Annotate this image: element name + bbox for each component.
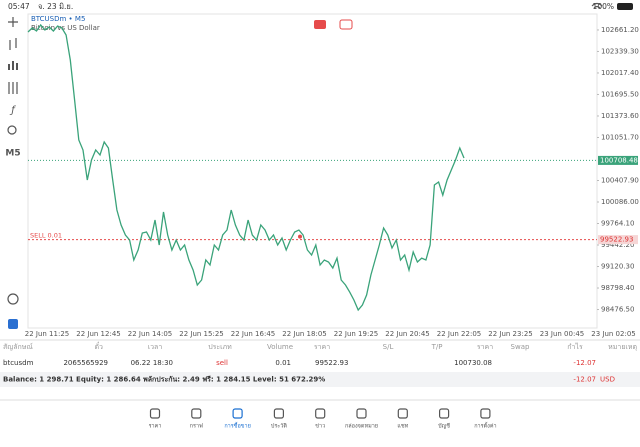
nav-label[interactable]: แชท xyxy=(397,423,408,430)
trade-tool[interactable] xyxy=(8,319,18,329)
nav-label[interactable]: ข่าว xyxy=(315,424,325,430)
status-date: จ. 23 มิ.ย. xyxy=(38,2,73,11)
sell-button[interactable] xyxy=(314,20,326,29)
zoom-tool[interactable] xyxy=(7,293,19,305)
table-header: เวลา xyxy=(148,343,163,351)
bars-tool[interactable] xyxy=(12,61,14,70)
timeframe-button[interactable]: M5 xyxy=(5,149,20,159)
x-tick-label: 22 Jun 23:25 xyxy=(488,330,532,338)
y-tick-label: 99764.10 xyxy=(601,220,634,228)
functions-tool[interactable]: ƒ xyxy=(9,105,16,116)
chart-symbol: BTCUSDm • M5 xyxy=(31,15,85,23)
indicators-tool[interactable] xyxy=(8,82,18,94)
table-cell[interactable]: 99522.93 xyxy=(315,359,348,367)
table-cell[interactable]: 06.22 18:30 xyxy=(131,359,173,367)
bars-tool[interactable] xyxy=(8,64,10,70)
y-tick-label: 102661.20 xyxy=(601,26,639,34)
y-tick-label: 102339.30 xyxy=(601,47,639,55)
y-tick-label: 100407.90 xyxy=(601,176,639,184)
table-cell[interactable]: 2065565929 xyxy=(63,359,108,367)
x-tick-label: 22 Jun 11:25 xyxy=(25,330,69,338)
sell-line-label: SELL 0.01 xyxy=(30,232,62,240)
trade-entry-marker xyxy=(298,234,302,239)
left-toolbar[interactable]: ƒ M5 xyxy=(5,17,21,329)
nav-icon[interactable] xyxy=(439,408,450,419)
x-tick-label: 22 Jun 18:05 xyxy=(282,330,326,338)
table-cell[interactable]: -12.07 xyxy=(573,359,596,367)
nav-label[interactable]: ประวัติ xyxy=(271,423,287,430)
chart-type-tool[interactable] xyxy=(9,38,17,50)
table-cell[interactable]: btcusdm xyxy=(3,359,34,367)
wifi-icon xyxy=(591,2,603,9)
current-price-label: 100708.48 xyxy=(600,156,638,164)
table-cell[interactable]: 0.01 xyxy=(275,359,291,367)
objects-tool[interactable] xyxy=(7,125,17,135)
status-time: 05:47 xyxy=(8,2,30,11)
x-tick-label: 22 Jun 22:05 xyxy=(437,330,481,338)
balance-bar xyxy=(0,372,640,387)
balance-currency: USD xyxy=(600,376,615,384)
x-tick-label: 23 Jun 00:45 xyxy=(540,330,584,338)
nav-icon[interactable] xyxy=(232,408,243,419)
nav-label[interactable]: กราฟ xyxy=(190,423,203,430)
crosshair-tool[interactable] xyxy=(8,17,18,27)
table-header: Volume xyxy=(267,343,293,351)
nav-icon[interactable] xyxy=(397,408,408,419)
nav-icon[interactable] xyxy=(315,408,326,419)
buy-button[interactable] xyxy=(339,19,353,30)
table-header: ตั๋ว xyxy=(95,342,104,351)
table-header: Swap xyxy=(511,343,530,351)
x-tick-label: 22 Jun 14:05 xyxy=(128,330,172,338)
y-tick-label: 99442.20 xyxy=(601,241,634,249)
x-tick-label: 22 Jun 12:45 xyxy=(76,330,120,338)
sell-price-box xyxy=(598,235,638,245)
chart-description: Bitcoin vs US Dollar xyxy=(31,24,100,32)
nav-label[interactable]: การซื้อขาย xyxy=(224,422,250,430)
bars-tool[interactable] xyxy=(16,63,18,70)
x-tick-label: 22 Jun 16:45 xyxy=(231,330,275,338)
x-tick-label: 22 Jun 19:25 xyxy=(334,330,378,338)
table-header: กำไร xyxy=(567,342,583,351)
y-tick-label: 101051.70 xyxy=(601,133,639,141)
current-price-box xyxy=(598,155,638,165)
table-header: S/L xyxy=(383,343,394,351)
nav-icon[interactable] xyxy=(149,408,161,419)
sell-price-label: 99522.93 xyxy=(600,236,633,244)
table-cell[interactable]: 100730.08 xyxy=(454,359,492,367)
nav-icon[interactable] xyxy=(273,408,284,419)
table-header: ราคา xyxy=(477,343,493,351)
table-header: สัญลักษณ์ xyxy=(3,343,33,351)
x-tick-label: 23 Jun 02:05 xyxy=(591,330,635,338)
nav-icon[interactable] xyxy=(191,408,202,419)
nav-label[interactable]: ราคา xyxy=(149,424,162,430)
nav-label[interactable]: บัญชี xyxy=(438,423,450,430)
y-tick-label: 102017.40 xyxy=(601,69,639,77)
y-tick-label: 101373.60 xyxy=(601,112,639,120)
y-tick-label: 100086.00 xyxy=(601,198,639,206)
x-tick-label: 22 Jun 15:25 xyxy=(179,330,223,338)
table-header: T/P xyxy=(431,343,443,351)
table-header: ประเภท xyxy=(208,343,232,351)
battery-icon xyxy=(617,3,633,10)
status-battery: 100% xyxy=(593,2,614,11)
balance-profit: -12.07 xyxy=(573,376,596,384)
price-line xyxy=(27,23,465,312)
nav-icon[interactable] xyxy=(480,408,491,419)
y-tick-label: 98476.50 xyxy=(601,306,634,314)
nav-label[interactable]: การตั้งค่า xyxy=(474,422,496,430)
y-tick-label: 101695.50 xyxy=(601,90,639,98)
y-tick-label: 99120.30 xyxy=(601,263,634,271)
nav-icon[interactable] xyxy=(356,408,367,419)
x-tick-label: 22 Jun 20:45 xyxy=(385,330,429,338)
nav-label[interactable]: กล่องจดหมาย xyxy=(345,424,378,430)
balance-summary: Balance: 1 298.71 Equity: 1 286.64 พลักป… xyxy=(3,376,325,384)
table-header: หมายเหตุ xyxy=(608,343,637,351)
chart-frame xyxy=(27,13,598,329)
table-cell[interactable]: sell xyxy=(216,359,228,367)
y-tick-label: 98798.40 xyxy=(601,284,634,292)
table-header: ราคา xyxy=(314,343,330,351)
